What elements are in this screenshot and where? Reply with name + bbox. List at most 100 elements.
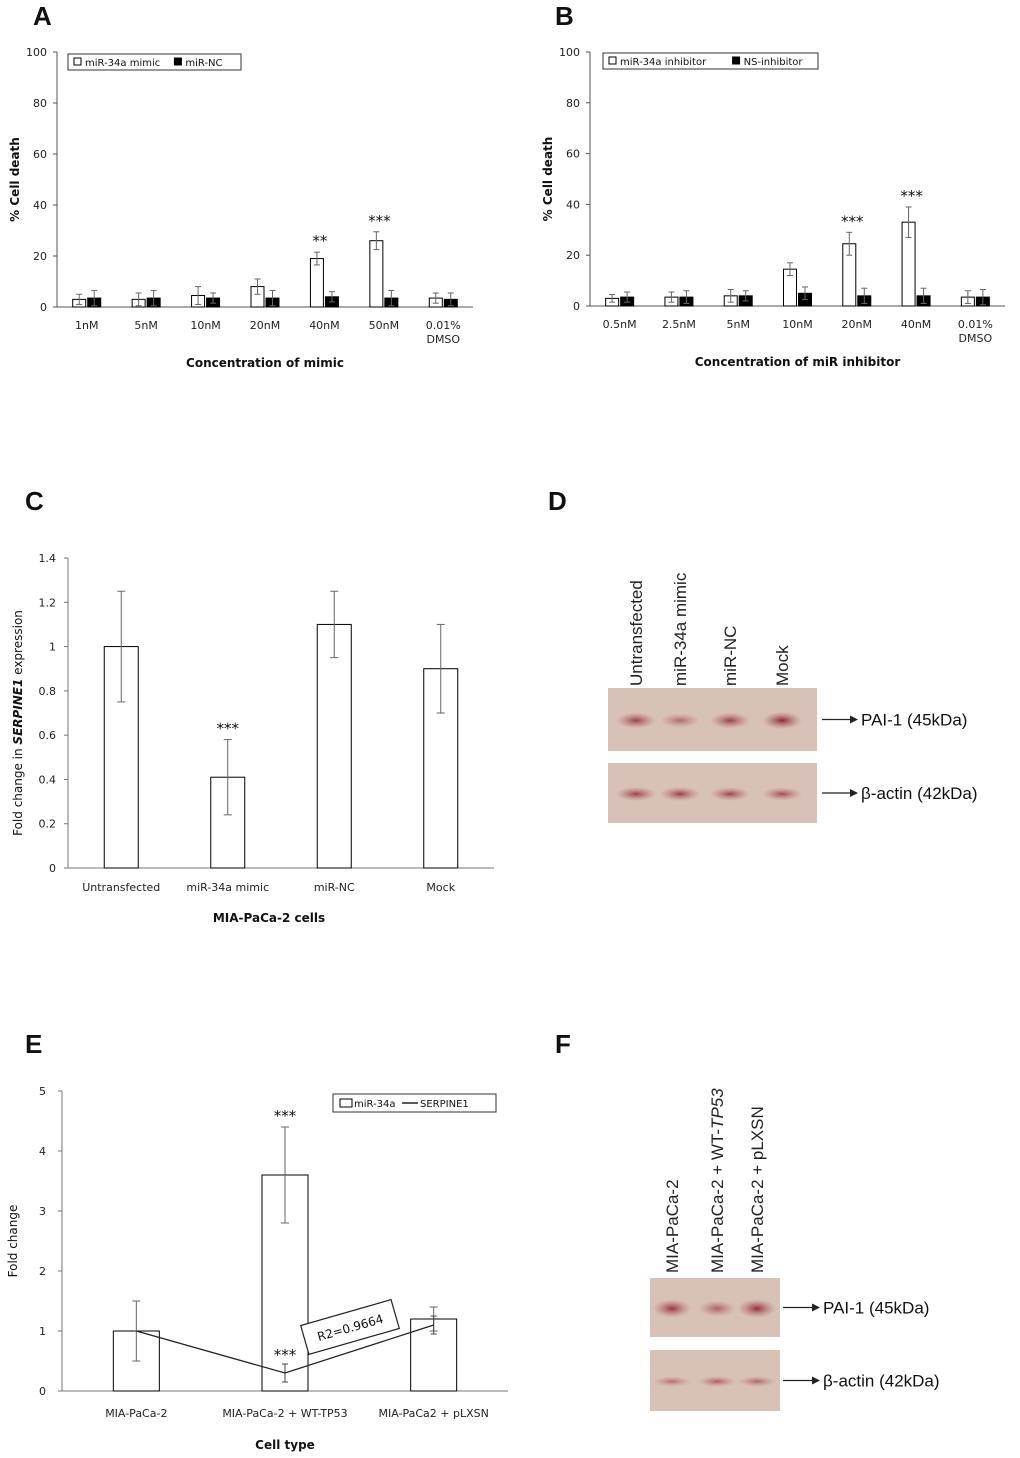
chart-a-y-tick-label: 40 xyxy=(33,199,47,212)
chart-c-y-tick-label: 0.4 xyxy=(39,773,57,786)
chart-a-legend-box xyxy=(67,53,242,71)
blot-d-band xyxy=(710,787,750,801)
chart-c-y-tick-label: 0.6 xyxy=(39,729,57,742)
chart-b-y-tick-label: 40 xyxy=(566,198,580,211)
chart-b-y-tick-label: 80 xyxy=(566,97,580,110)
chart-e-serpine1-line xyxy=(136,1324,434,1374)
chart-a-significance-stars: ** xyxy=(312,232,328,250)
blot-f-arrow-head xyxy=(812,1376,820,1385)
blot-f-protein-label: PAI-1 (45kDa) xyxy=(823,1299,929,1318)
chart-b-x-tick-label: 40nM xyxy=(901,318,931,331)
blot-f-band xyxy=(698,1376,736,1387)
chart-c-y-tick-label: 0.2 xyxy=(39,818,57,831)
chart-c-x-tick-label: Untransfected xyxy=(82,881,160,894)
chart-e-legend-swatch-bar xyxy=(339,1098,353,1108)
chart-e-legend-label: miR-34a xyxy=(354,1099,396,1110)
chart-c-y-tick-label: 1.2 xyxy=(39,596,57,609)
chart-a-x-tick-label: DMSO xyxy=(426,333,460,346)
chart-c-x-tick-label: miR-34a mimic xyxy=(186,881,269,894)
chart-b-x-tick-label: 20nM xyxy=(842,318,872,331)
chart-b-y-tick-label: 0 xyxy=(573,300,580,313)
blot-d-lane-label: Mock xyxy=(773,645,792,686)
chart-b-y-tick-label: 100 xyxy=(559,46,580,59)
chart-e-r2-box xyxy=(299,1298,401,1356)
chart-e-y-axis-label: Fold change xyxy=(6,1205,20,1278)
blot-f-band xyxy=(653,1299,691,1318)
blot-f-band xyxy=(653,1376,691,1387)
chart-a: 0 20 40 60 80 100 1nM 5nM 10nM 20nM 40nM ** 50nM *** 0… xyxy=(8,46,473,370)
chart-a-y-tick-label: 60 xyxy=(33,148,47,161)
chart-e-line-significance-stars: *** xyxy=(274,1346,297,1364)
chart-b-x-tick-label: 10nM xyxy=(782,318,812,331)
chart-e-x-tick-label: MIA-PaCa-2 + WT-TP53 xyxy=(222,1407,347,1420)
chart-a-y-tick-label: 100 xyxy=(26,46,47,59)
chart-c-significance-stars: *** xyxy=(217,720,240,738)
blot-d-band xyxy=(762,787,802,801)
blot-d-band xyxy=(660,713,700,728)
chart-c-y-tick-label: 0.8 xyxy=(39,685,57,698)
blot-d-lane-label: Untransfected xyxy=(627,580,646,686)
chart-b-x-tick-label: 5nM xyxy=(726,318,749,331)
chart-b-x-tick-label: 0.01% xyxy=(958,318,993,331)
chart-c-y-tick-label: 1.4 xyxy=(39,552,57,565)
chart-a-x-tick-label: 1nM xyxy=(75,319,98,332)
chart-a-y-tick-label: 0 xyxy=(40,301,47,314)
chart-e-x-axis-label: Cell type xyxy=(255,1438,315,1452)
blot-d-band xyxy=(616,712,656,729)
blot-f-band xyxy=(738,1376,776,1387)
chart-e-y-tick-label: 0 xyxy=(39,1385,46,1398)
chart-b-legend-swatch xyxy=(732,56,741,65)
western-blot-d: PAI-1 (45kDa) β-actin (42kDa) Untransfecte… xyxy=(608,572,978,823)
chart-a-x-axis-label: Concentration of mimic xyxy=(186,356,344,370)
chart-b-legend-box xyxy=(602,52,819,70)
blot-d-protein-label: β-actin (42kDa) xyxy=(861,784,978,803)
chart-c-y-axis-label: Fold change in SERPINE1 expression xyxy=(11,610,25,836)
chart-a-legend-label: miR-NC xyxy=(185,58,222,69)
panel-letter-e: E xyxy=(25,1029,42,1059)
chart-b-y-axis-label: % Cell death xyxy=(541,137,555,222)
chart-c-bar xyxy=(316,623,352,869)
chart-b-x-tick-label: 2.5nM xyxy=(662,318,696,331)
chart-e-x-tick-label: MIA-PaCa-2 xyxy=(105,1407,167,1420)
blot-d-band xyxy=(762,711,802,730)
blot-f-lane-label: MIA-PaCa-2 + WT-TP53 xyxy=(708,1088,727,1273)
blot-d-arrow-head xyxy=(850,789,858,797)
blot-d-lane-label: miR-34a mimic xyxy=(671,572,690,686)
chart-e-r2-annotation: R2=0.9664 xyxy=(299,1298,401,1356)
blot-d-band xyxy=(616,787,656,801)
blot-f-arrow-head xyxy=(812,1303,820,1312)
chart-e-y-tick-label: 3 xyxy=(39,1205,46,1218)
chart-c-x-tick-label: miR-NC xyxy=(314,881,355,894)
chart-a-legend-swatch xyxy=(73,57,82,66)
chart-b-significance-stars: *** xyxy=(841,212,864,230)
chart-a-legend-label: miR-34a mimic xyxy=(85,58,160,69)
chart-e-y-tick-label: 4 xyxy=(39,1145,46,1158)
chart-e-x-tick-label: MIA-PaCa2 + pLXSN xyxy=(378,1407,488,1420)
chart-e-bar-significance-stars: *** xyxy=(274,1107,297,1125)
chart-a-significance-stars: *** xyxy=(368,212,391,230)
chart-e-legend-label: SERPINE1 xyxy=(420,1099,469,1110)
chart-a-legend: miR-34a mimic miR-NC xyxy=(67,53,242,71)
chart-a-bar xyxy=(309,258,324,308)
blot-d-band xyxy=(710,712,750,729)
blot-d-arrow-head xyxy=(850,715,858,724)
blot-d-band xyxy=(660,787,700,801)
chart-b-legend-label: NS-inhibitor xyxy=(744,57,804,68)
chart-a-x-tick-label: 0.01% xyxy=(426,319,461,332)
chart-e: 0 1 2 3 4 5 MIA-PaCa-2 MIA-PaCa-2 + WT-TP53 *** *… xyxy=(6,1085,508,1452)
chart-a-y-tick-label: 80 xyxy=(33,97,47,110)
western-blot-f: PAI-1 (45kDa) β-actin (42kDa) MIA-PaCa-2 MI… xyxy=(650,1088,940,1411)
chart-b-x-tick-label: 0.5nM xyxy=(603,318,637,331)
chart-c-y-tick-label: 0 xyxy=(49,862,56,875)
chart-a-legend-swatch xyxy=(173,57,182,66)
chart-a-x-tick-label: 5nM xyxy=(134,319,157,332)
chart-b-y-tick-label: 60 xyxy=(566,148,580,161)
panel-letter-c: C xyxy=(25,486,44,516)
chart-a-x-tick-label: 40nM xyxy=(309,319,339,332)
chart-c-y-tick-label: 1 xyxy=(49,641,56,654)
chart-a-x-tick-label: 10nM xyxy=(190,319,220,332)
chart-a-y-tick-label: 20 xyxy=(33,250,47,263)
chart-c-x-axis-label: MIA-PaCa-2 cells xyxy=(213,911,325,925)
chart-a-x-tick-label: 20nM xyxy=(250,319,280,332)
